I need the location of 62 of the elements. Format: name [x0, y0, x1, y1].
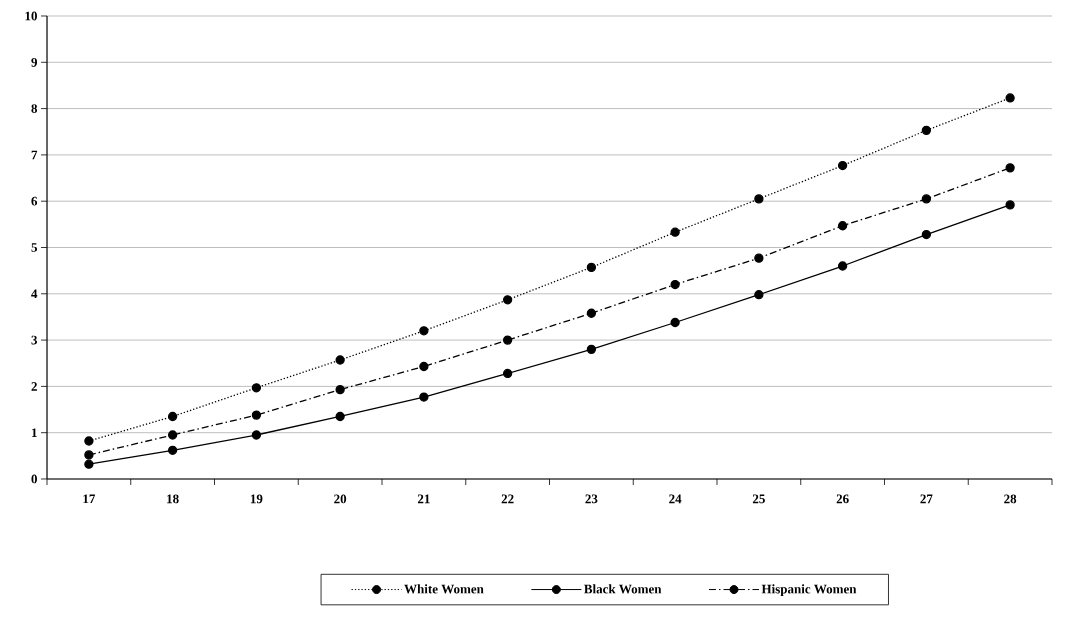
point — [921, 125, 932, 135]
y-tick-label: 8 — [31, 104, 38, 113]
point — [921, 229, 932, 240]
point — [502, 295, 513, 305]
point — [251, 430, 262, 440]
point — [1005, 93, 1015, 103]
point — [167, 430, 178, 440]
point — [167, 445, 178, 455]
x-tick-label: 17 — [83, 494, 96, 504]
y-tick-label: 4 — [31, 289, 38, 299]
point — [335, 355, 345, 365]
legend-label: White Women — [404, 584, 484, 594]
x-tick-label: 19 — [250, 494, 263, 504]
point — [419, 326, 429, 336]
point — [419, 361, 429, 372]
point — [502, 335, 513, 345]
x-tick-label: 25 — [752, 494, 765, 504]
point — [754, 290, 764, 300]
point — [670, 317, 680, 328]
point — [251, 410, 262, 420]
x-tick-label: 24 — [669, 494, 682, 504]
y-tick-label: 9 — [31, 57, 38, 67]
x-tick-label: 20 — [334, 494, 347, 504]
legend-label: Hispanic Women — [761, 584, 857, 597]
x-tick-label: 27 — [920, 494, 933, 504]
point — [586, 308, 597, 318]
y-tick-label: 2 — [31, 382, 37, 391]
point — [921, 194, 932, 204]
point — [1005, 163, 1015, 173]
point — [84, 459, 94, 469]
point — [251, 383, 262, 393]
point — [754, 194, 764, 204]
point — [167, 411, 178, 422]
legend-label: Black Women — [584, 584, 662, 594]
x-tick-label: 23 — [585, 494, 598, 504]
x-tick-label: 22 — [501, 494, 514, 504]
point — [84, 450, 94, 460]
x-tick-label: 18 — [167, 494, 179, 504]
y-tick-label: 5 — [31, 243, 37, 252]
point — [837, 221, 848, 231]
x-tick-label: 28 — [1004, 494, 1017, 504]
y-tick-label: 10 — [25, 11, 37, 21]
y-tick-label: 6 — [31, 196, 38, 206]
x-tick-label: 21 — [417, 494, 430, 504]
point — [586, 262, 597, 273]
point — [837, 261, 848, 271]
point — [84, 436, 94, 446]
point — [586, 344, 597, 354]
point — [335, 411, 345, 422]
point — [670, 279, 680, 290]
point — [670, 227, 680, 237]
point — [1005, 200, 1015, 210]
y-tick-label: 0 — [31, 474, 37, 484]
y-tick-label: 7 — [31, 150, 38, 160]
point — [502, 368, 513, 379]
point — [754, 253, 764, 263]
point — [335, 384, 345, 395]
point — [837, 160, 848, 171]
point — [419, 392, 429, 402]
x-tick-label: 26 — [836, 494, 849, 504]
y-tick-label: 3 — [31, 335, 38, 345]
y-tick-label: 1 — [32, 428, 37, 437]
